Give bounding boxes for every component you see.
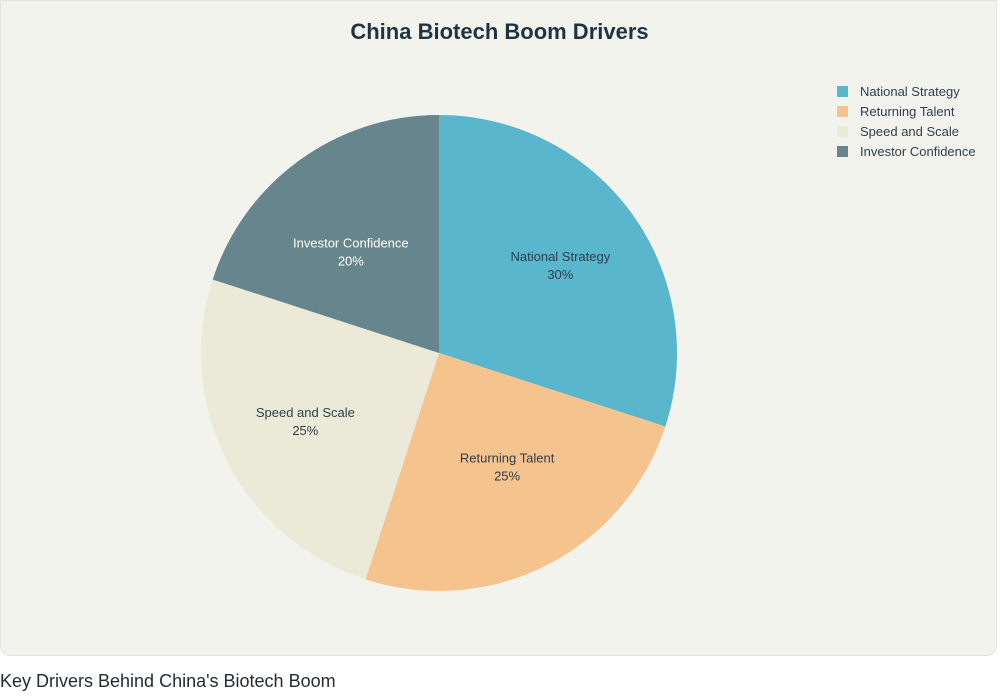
slice-value-label: 25% [494, 469, 520, 484]
slice-category-label: National Strategy [510, 249, 610, 264]
legend-swatch [837, 125, 848, 137]
pie-slice-national-strategy[interactable] [439, 115, 677, 427]
legend-item-returning-talent[interactable]: Returning Talent [837, 101, 976, 121]
pie-chart: National Strategy 30% Returning Talent 25% S… [201, 115, 677, 591]
pie-slice-investor-confidence[interactable] [212, 115, 439, 353]
figure-caption: Key Drivers Behind China's Biotech Boom [0, 671, 336, 691]
legend-swatch [837, 105, 848, 117]
legend-label: Investor Confidence [860, 143, 976, 159]
legend-swatch [837, 145, 848, 157]
chart-title: China Biotech Boom Drivers [350, 19, 649, 44]
legend-item-national-strategy[interactable]: National Strategy [837, 81, 976, 101]
slice-value-label: 30% [547, 267, 573, 282]
slice-value-label: 20% [338, 254, 364, 269]
legend-label: National Strategy [860, 83, 960, 99]
legend-item-speed-and-scale[interactable]: Speed and Scale [837, 121, 976, 141]
slice-category-label: Speed and Scale [256, 405, 355, 420]
legend-swatch [837, 85, 848, 97]
pie-slice-returning-talent[interactable] [365, 353, 666, 591]
chart-legend: National Strategy Returning Talent Speed… [837, 81, 976, 161]
pie-slice-speed-and-scale[interactable] [201, 279, 439, 580]
slice-value-label: 25% [292, 423, 318, 438]
slice-category-label: Investor Confidence [293, 236, 409, 251]
legend-item-investor-confidence[interactable]: Investor Confidence [837, 141, 976, 161]
legend-label: Returning Talent [860, 103, 955, 119]
chart-card: China Biotech Boom Drivers National Stra… [0, 0, 997, 656]
legend-label: Speed and Scale [860, 123, 960, 139]
slice-category-label: Returning Talent [460, 451, 555, 466]
